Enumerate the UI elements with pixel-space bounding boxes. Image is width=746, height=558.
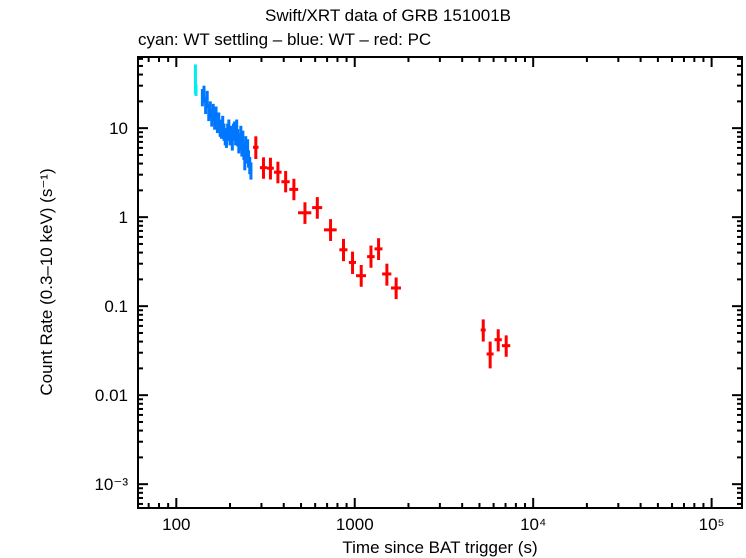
data-point — [348, 251, 357, 274]
data-point — [480, 319, 486, 342]
data-point — [356, 265, 367, 287]
x-tick-label: 10⁴ — [520, 515, 546, 534]
data-point — [298, 202, 312, 224]
data-point — [494, 329, 502, 352]
x-tick-label: 1000 — [336, 515, 374, 534]
data-point — [274, 161, 282, 184]
data-point — [259, 157, 267, 179]
chart-title: Swift/XRT data of GRB 151001B — [265, 6, 511, 25]
y-tick-label: 0.01 — [95, 386, 128, 405]
x-tick-label: 10⁵ — [699, 515, 725, 534]
y-tick-label: 1 — [119, 208, 128, 227]
data-point — [374, 238, 383, 261]
data-point — [486, 341, 494, 369]
data-marks — [193, 64, 511, 369]
data-point — [501, 335, 511, 357]
data-point — [281, 171, 290, 193]
data-point — [266, 157, 274, 180]
data-point — [323, 219, 337, 241]
data-point — [382, 263, 392, 286]
data-point — [289, 178, 299, 201]
chart-subtitle: cyan: WT settling – blue: WT – red: PC — [138, 30, 431, 49]
data-point — [249, 162, 253, 180]
axis-ticks — [138, 57, 742, 508]
y-tick-label: 10 — [109, 119, 128, 138]
data-point — [252, 136, 259, 160]
y-tick-label: 10⁻³ — [94, 475, 128, 494]
y-tick-label: 0.1 — [104, 297, 128, 316]
data-point — [194, 84, 198, 96]
data-point — [390, 277, 401, 300]
x-axis-label: Time since BAT trigger (s) — [342, 538, 537, 557]
data-point — [367, 245, 375, 268]
data-point — [339, 238, 348, 262]
y-tick-labels: 10 1 0.1 0.01 10⁻³ — [94, 119, 128, 494]
x-tick-labels: 100 1000 10⁴ 10⁵ — [162, 515, 724, 534]
data-point — [202, 85, 206, 103]
x-tick-label: 100 — [162, 515, 190, 534]
data-point — [312, 197, 323, 219]
y-axis-label: Count Rate (0.3–10 keV) (s⁻¹) — [37, 168, 56, 395]
data-point — [205, 90, 209, 109]
